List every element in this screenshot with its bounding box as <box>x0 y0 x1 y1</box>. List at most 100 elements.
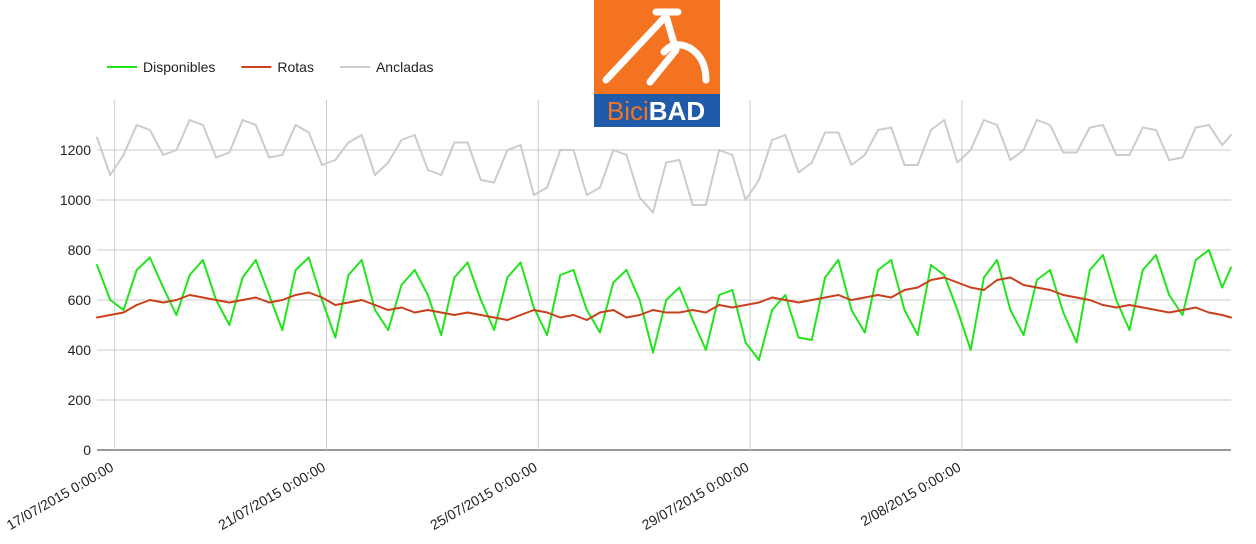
data-point-rotas <box>943 276 946 279</box>
data-point-rotas <box>1062 294 1065 296</box>
data-point-rotas <box>387 309 390 311</box>
data-point-ancladas <box>453 141 456 144</box>
data-point-rotas <box>996 279 999 281</box>
series-line-ancladas <box>96 119 1232 214</box>
data-point-rotas <box>201 296 204 299</box>
data-point-disponibles <box>1088 269 1091 271</box>
data-point-ancladas <box>109 174 112 176</box>
y-tick-label: 1000 <box>60 192 91 208</box>
data-point-rotas <box>268 301 271 304</box>
data-point-ancladas <box>863 154 866 156</box>
data-point-rotas <box>1022 284 1025 286</box>
data-point-disponibles <box>850 309 853 311</box>
data-point-ancladas <box>572 149 575 151</box>
data-point-ancladas <box>148 129 151 131</box>
data-point-ancladas <box>1009 159 1012 161</box>
data-point-rotas <box>1009 276 1012 279</box>
data-point-ancladas <box>175 149 178 151</box>
data-point-disponibles <box>188 274 191 276</box>
chart-legend: Disponibles Rotas Ancladas <box>107 59 434 75</box>
data-point-disponibles <box>863 331 866 334</box>
data-point-disponibles <box>268 294 271 296</box>
data-point-ancladas <box>546 186 549 189</box>
data-point-disponibles <box>612 281 615 284</box>
data-point-disponibles <box>1049 269 1052 271</box>
data-point-rotas <box>426 309 429 311</box>
data-point-ancladas <box>466 141 469 144</box>
data-point-rotas <box>1035 286 1038 289</box>
data-point-disponibles <box>479 299 482 301</box>
data-point-ancladas <box>294 124 297 126</box>
data-point-ancladas <box>1022 149 1025 151</box>
data-point-disponibles <box>1009 309 1012 311</box>
data-point-ancladas <box>1194 126 1197 129</box>
data-point-rotas <box>453 314 456 316</box>
data-point-rotas <box>797 301 800 304</box>
data-point-rotas <box>215 299 218 301</box>
data-point-disponibles <box>321 299 323 301</box>
data-point-ancladas <box>307 131 310 134</box>
data-point-disponibles <box>506 276 509 279</box>
data-point-rotas <box>890 296 893 299</box>
logo-text-light: Bici <box>607 96 649 126</box>
data-point-disponibles <box>1194 259 1197 261</box>
y-tick-label: 600 <box>68 292 92 308</box>
data-point-disponibles <box>982 276 985 279</box>
data-point-disponibles <box>440 334 443 336</box>
data-point-disponibles <box>1230 266 1232 269</box>
data-point-ancladas <box>506 149 509 151</box>
data-point-ancladas <box>718 149 721 151</box>
data-point-disponibles <box>546 334 549 336</box>
data-point-disponibles <box>1022 334 1025 336</box>
data-point-disponibles <box>466 261 469 264</box>
data-point-rotas <box>1221 314 1224 316</box>
data-point-disponibles <box>1221 286 1224 289</box>
data-point-ancladas <box>1207 124 1210 126</box>
data-point-rotas <box>599 311 601 314</box>
data-point-rotas <box>824 296 827 299</box>
data-point-ancladas <box>625 154 628 156</box>
data-point-rotas <box>321 296 323 299</box>
data-point-ancladas <box>493 181 496 184</box>
data-point-ancladas <box>678 159 681 161</box>
data-point-rotas <box>400 306 403 309</box>
data-point-ancladas <box>1141 126 1144 129</box>
data-point-disponibles <box>824 276 827 279</box>
data-point-disponibles <box>1062 311 1065 314</box>
data-point-rotas <box>1207 311 1210 314</box>
data-point-disponibles <box>532 306 535 309</box>
data-point-rotas <box>757 301 760 304</box>
data-point-disponibles <box>572 269 575 271</box>
data-point-ancladas <box>1088 126 1091 129</box>
data-point-ancladas <box>784 134 787 136</box>
data-point-ancladas <box>188 119 191 121</box>
data-point-disponibles <box>334 336 337 339</box>
data-point-disponibles <box>360 259 363 261</box>
data-point-disponibles <box>135 269 138 271</box>
data-point-ancladas <box>440 174 443 176</box>
x-axis: 17/07/2015 0:00:00 21/07/2015 0:00:00 25/0… <box>4 459 964 533</box>
data-point-ancladas <box>731 154 734 156</box>
data-point-disponibles <box>691 319 694 321</box>
data-point-ancladas <box>903 164 906 166</box>
y-tick-label: 0 <box>83 442 91 458</box>
data-point-disponibles <box>241 276 244 279</box>
data-point-disponibles <box>890 259 893 261</box>
data-point-rotas <box>731 306 734 309</box>
data-point-ancladas <box>215 156 218 159</box>
data-point-rotas <box>532 309 535 311</box>
data-point-ancladas <box>969 149 972 151</box>
data-point-rotas <box>585 319 588 321</box>
data-point-disponibles <box>930 264 932 266</box>
data-point-rotas <box>784 299 787 301</box>
data-point-ancladas <box>1221 144 1224 146</box>
data-point-rotas <box>559 316 562 319</box>
x-tick-label: 29/07/2015 0:00:00 <box>639 459 752 533</box>
data-point-ancladas <box>387 161 390 164</box>
data-point-rotas <box>254 296 257 299</box>
y-tick-label: 400 <box>68 342 92 358</box>
data-point-disponibles <box>228 324 231 326</box>
data-point-rotas <box>109 314 112 316</box>
data-point-disponibles <box>162 286 165 289</box>
